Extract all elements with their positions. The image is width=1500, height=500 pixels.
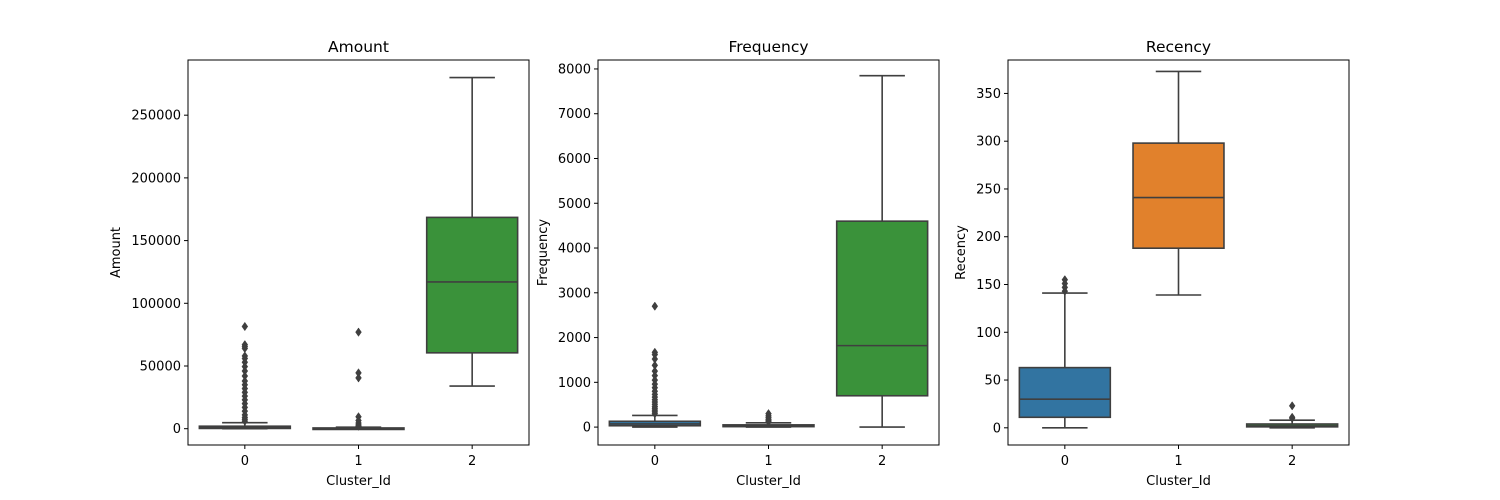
outlier-point	[355, 327, 362, 337]
subplot-title: Amount	[328, 38, 389, 56]
outlier-point	[651, 301, 659, 311]
x-axis-label: Cluster_Id	[1146, 474, 1211, 489]
y-axis-label: Frequency	[536, 219, 551, 286]
x-axis-label: Cluster_Id	[326, 474, 391, 489]
outlier-point	[355, 373, 362, 383]
subplot-recency: 0 50 100 150 200 250 300 350 0 1 2 Recency Cluster_I…	[954, 38, 1350, 489]
y-tick-label: 250000	[131, 109, 181, 124]
box-iqr	[1018, 366, 1112, 419]
y-tick-label: 0	[993, 421, 1001, 436]
box-cluster-2	[425, 76, 519, 387]
x-tick-label: 2	[878, 454, 886, 469]
y-tick-label: 100	[976, 326, 1001, 341]
box-cluster-0	[1018, 275, 1112, 429]
y-tick-label: 8000	[558, 62, 591, 77]
y-tick-label: 200	[976, 230, 1001, 245]
box-iqr	[835, 220, 929, 397]
outlier-point	[355, 421, 362, 431]
y-tick-label: 300	[976, 135, 1001, 150]
x-tick-label: 0	[1061, 454, 1069, 469]
y-axis-label: Amount	[109, 227, 124, 278]
y-tick-label: 3000	[558, 286, 591, 301]
box-cluster-2	[1245, 401, 1339, 429]
outlier-point	[765, 417, 772, 427]
subplot-title: Frequency	[728, 38, 808, 56]
x-tick-label: 0	[241, 454, 249, 469]
y-tick-label: 250	[976, 182, 1001, 197]
subplot-title: Recency	[1146, 38, 1211, 56]
y-tick-label: 150000	[131, 234, 181, 249]
x-tick-label: 0	[651, 454, 659, 469]
x-tick-label: 2	[1288, 454, 1296, 469]
y-tick-label: 7000	[558, 107, 591, 122]
y-tick-label: 150	[976, 278, 1001, 293]
box-cluster-1	[1132, 70, 1225, 296]
outlier-point	[1061, 286, 1069, 296]
y-tick-label: 4000	[558, 242, 591, 257]
outlier-point	[651, 409, 659, 419]
x-tick-label: 1	[764, 454, 772, 469]
y-tick-label: 350	[976, 87, 1001, 102]
box-iqr	[1132, 142, 1225, 250]
y-tick-label: 50000	[140, 359, 181, 374]
outlier-point	[1288, 401, 1296, 411]
box-cluster-1	[722, 409, 815, 428]
y-axis-label: Recency	[954, 225, 969, 280]
y-tick-label: 50	[984, 374, 1001, 389]
subplot-amount: 0 50000 100000 150000 200000 250000 0 1 2 Amount C…	[109, 38, 530, 489]
y-tick-label: 100000	[131, 297, 181, 312]
x-tick-label: 1	[354, 454, 362, 469]
subplot-frequency: 0 1000 2000 3000 4000 5000 6000 7000 8000 0 1 2 Freq…	[536, 38, 940, 489]
box-iqr	[425, 216, 519, 354]
box-cluster-0	[608, 301, 702, 428]
y-tick-label: 0	[173, 422, 181, 437]
y-tick-label: 1000	[558, 376, 591, 391]
y-tick-label: 5000	[558, 197, 591, 212]
box-cluster-1	[312, 327, 405, 431]
y-tick-label: 6000	[558, 152, 591, 167]
y-tick-label: 200000	[131, 171, 181, 186]
y-tick-label: 0	[583, 421, 591, 436]
x-axis-label: Cluster_Id	[736, 474, 801, 489]
box-cluster-0	[198, 321, 292, 430]
y-tick-label: 2000	[558, 331, 591, 346]
outlier-point	[1288, 413, 1296, 423]
outlier-point	[241, 321, 249, 332]
x-tick-label: 1	[1174, 454, 1182, 469]
box-cluster-2	[835, 74, 929, 428]
x-tick-label: 2	[468, 454, 476, 469]
outlier-point	[241, 416, 249, 426]
